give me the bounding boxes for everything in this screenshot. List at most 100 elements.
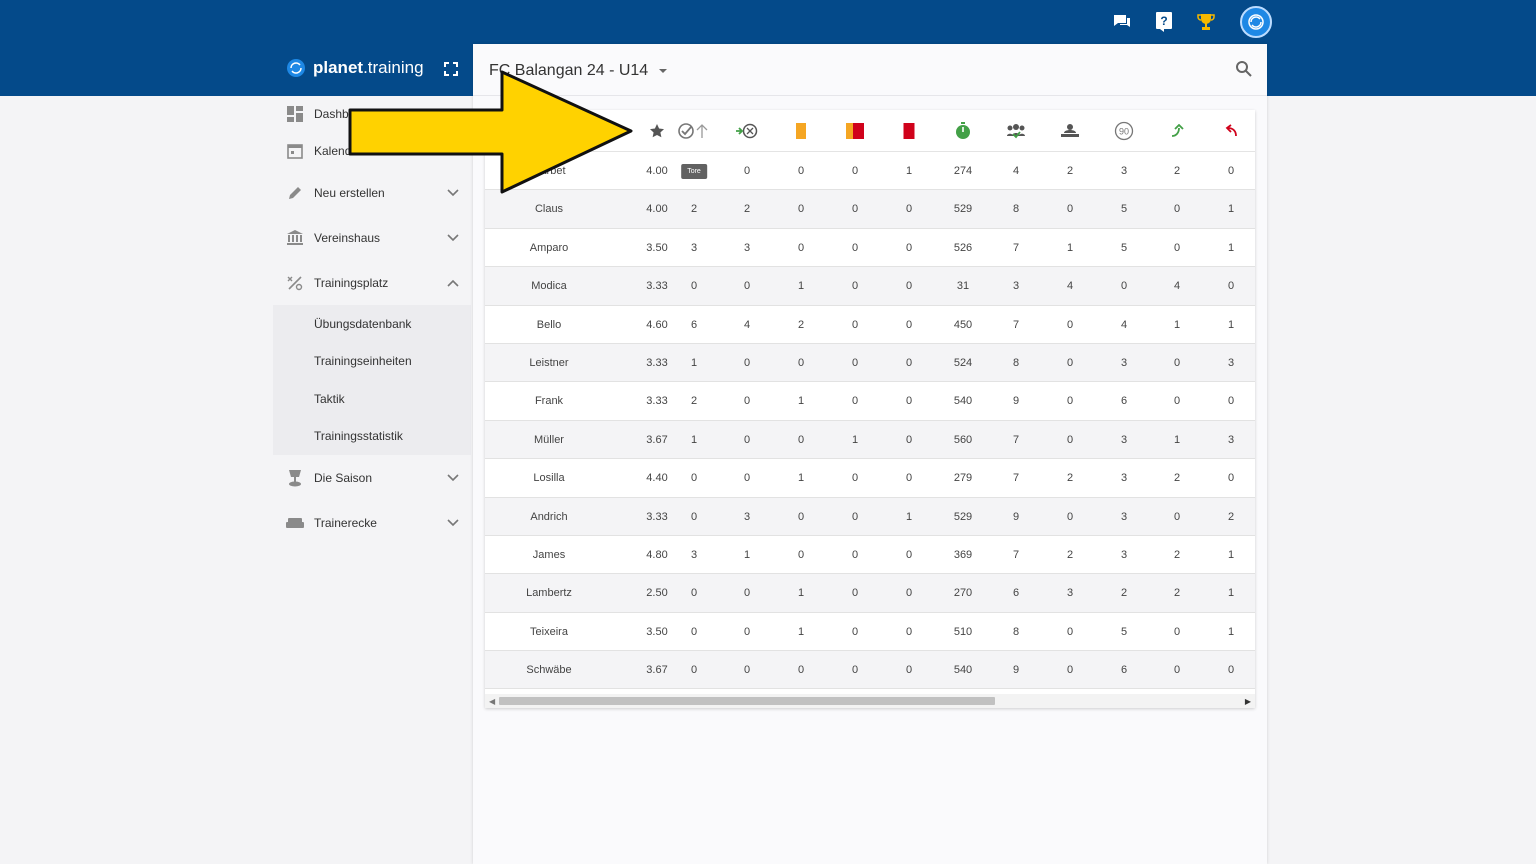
- player-name[interactable]: Schwäbe: [526, 664, 572, 677]
- sidebar-item-vereinshaus[interactable]: Vereinshaus: [273, 215, 471, 260]
- player-name[interactable]: Müller: [534, 433, 564, 446]
- minutes-icon[interactable]: [955, 110, 971, 152]
- cup-icon: [286, 469, 304, 487]
- table-row[interactable]: Losilla 4.40 0 0 1 0 0 279 7 2 3 2 0: [485, 459, 1255, 498]
- team-select[interactable]: FC Balangan 24 - U14: [489, 62, 668, 80]
- stat-cell: 1: [1227, 587, 1235, 600]
- player-name[interactable]: James: [532, 548, 566, 561]
- assists-icon[interactable]: [736, 110, 758, 152]
- stat-cell: 0: [743, 280, 751, 293]
- stat-cell: 1: [1227, 203, 1235, 216]
- chevron-up-icon[interactable]: [447, 276, 459, 290]
- stat-cell: 5: [1120, 203, 1128, 216]
- stat-cell: 0: [1173, 203, 1181, 216]
- stat-cell: 529: [953, 203, 973, 216]
- chevron-down-icon[interactable]: [447, 186, 459, 200]
- player-name[interactable]: Frank: [534, 395, 564, 408]
- player-name[interactable]: Leistner: [529, 356, 569, 369]
- player-name[interactable]: Modica: [531, 280, 567, 293]
- table-row[interactable]: Teixeira 3.50 0 0 1 0 0 510 8 0 5 0 1: [485, 613, 1255, 652]
- player-name[interactable]: Amparo: [529, 241, 569, 254]
- stat-cell: 2: [1173, 587, 1181, 600]
- yellow-arrow-annotation: [348, 70, 633, 194]
- games-icon[interactable]: [1006, 110, 1026, 152]
- yellow-card-icon[interactable]: [796, 110, 806, 152]
- stat-cell: 5: [1120, 241, 1128, 254]
- pencil-icon: [286, 184, 304, 202]
- stat-cell: 540: [953, 395, 973, 408]
- table-row[interactable]: Claus 4.00 2 2 0 0 0 529 8 0 5 0 1: [485, 190, 1255, 229]
- chevron-down-icon[interactable]: [447, 471, 459, 485]
- stat-cell: 3: [690, 241, 698, 254]
- stat-cell: 1: [1227, 548, 1235, 561]
- trophy-icon[interactable]: [1194, 8, 1218, 36]
- stat-cell: 0: [905, 280, 913, 293]
- table-row[interactable]: Müller 3.67 1 0 0 1 0 560 7 0 3 1 3: [485, 420, 1255, 460]
- fullscreen-icon[interactable]: [444, 62, 458, 81]
- stat-cell: 0: [743, 165, 751, 177]
- stat-cell: 0: [743, 625, 751, 638]
- sidebar-item-trainerecke[interactable]: Trainerecke: [273, 500, 471, 545]
- player-name[interactable]: Claus: [534, 203, 564, 216]
- stat-cell: 4.00: [646, 165, 668, 177]
- stat-cell: 3: [1012, 280, 1020, 293]
- avatar[interactable]: [1240, 6, 1272, 38]
- stat-cell: 3: [690, 548, 698, 561]
- rating-icon[interactable]: [649, 110, 665, 152]
- goals-icon[interactable]: [678, 110, 710, 152]
- table-row[interactable]: Modica 3.33 0 0 1 0 0 31 3 4 0 4 0: [485, 267, 1255, 306]
- player-name[interactable]: Bello: [536, 318, 562, 331]
- sidebar-item-label: Vereinshaus: [314, 230, 381, 245]
- stat-cell: 1: [797, 395, 805, 408]
- calendar-icon: [286, 142, 304, 160]
- sidebar-item-neu-erstellen[interactable]: Neu erstellen: [273, 170, 471, 215]
- sidebar-item-trainingsplatz[interactable]: Trainingsplatz: [273, 260, 471, 305]
- chevron-down-icon[interactable]: [447, 231, 459, 245]
- bench-icon[interactable]: [1061, 110, 1079, 152]
- sub-out-icon[interactable]: [1224, 110, 1238, 152]
- table-row[interactable]: Schwäbe 3.67 0 0 0 0 0 540 9 0 6 0 0: [485, 651, 1255, 690]
- chat-icon[interactable]: [1110, 8, 1134, 36]
- chevron-down-icon[interactable]: [447, 516, 459, 530]
- table-row[interactable]: Frank 3.33 2 0 1 0 0 540 9 0 6 0 0: [485, 382, 1255, 421]
- help-icon[interactable]: ?: [1152, 8, 1176, 36]
- sidebar-subitem[interactable]: Trainingseinheiten: [314, 354, 412, 369]
- sub-in-icon[interactable]: [1170, 110, 1184, 152]
- stat-cell: 0: [905, 395, 913, 408]
- stat-cell: 3: [1120, 165, 1128, 177]
- table-row[interactable]: James 4.80 3 1 0 0 0 369 7 2 3 2 1: [485, 536, 1255, 575]
- horizontal-scrollbar[interactable]: ◀ ▶: [485, 694, 1255, 708]
- sidebar-subitem[interactable]: Taktik: [314, 391, 345, 406]
- stat-cell: 1: [690, 433, 698, 446]
- stat-cell: 3.67: [646, 664, 668, 677]
- table-row[interactable]: Andrich 3.33 0 3 0 0 1 529 9 0 3 0 2: [485, 497, 1255, 536]
- sidebar-item-label: Neu erstellen: [314, 185, 385, 200]
- scroll-right-icon[interactable]: ▶: [1244, 697, 1251, 706]
- sidebar-subitem[interactable]: Trainingsstatistik: [314, 429, 403, 444]
- stat-cell: 524: [953, 356, 973, 369]
- player-name[interactable]: Losilla: [533, 472, 565, 485]
- search-icon[interactable]: [1235, 60, 1253, 83]
- brand-logo[interactable]: planet.training: [286, 58, 424, 78]
- stat-cell: 1: [905, 510, 913, 523]
- scroll-left-icon[interactable]: ◀: [489, 697, 496, 706]
- table-row[interactable]: Leistner 3.33 1 0 0 0 0 524 8 0 3 0 3: [485, 343, 1255, 383]
- scrollbar-thumb[interactable]: [499, 697, 995, 705]
- sidebar-item-die-saison[interactable]: Die Saison: [273, 455, 471, 500]
- team-name: FC Balangan 24 - U14: [489, 62, 649, 79]
- stat-cell: 0: [797, 664, 805, 677]
- stat-cell: 0: [905, 241, 913, 254]
- stat-cell: 4: [1173, 280, 1181, 293]
- table-row[interactable]: Amparo 3.50 3 3 0 0 0 526 7 1 5 0 1: [485, 229, 1255, 268]
- full-game-icon[interactable]: 90: [1114, 110, 1134, 152]
- table-row[interactable]: Bello 4.60 6 4 2 0 0 450 7 0 4 1 1: [485, 306, 1255, 344]
- table-row[interactable]: Lambertz 2.50 0 0 1 0 0 270 6 3 2 2 1: [485, 574, 1255, 613]
- stat-cell: 0: [1066, 203, 1074, 216]
- player-name[interactable]: Teixeira: [530, 625, 568, 638]
- player-name[interactable]: Andrich: [530, 510, 568, 523]
- yellow-red-card-icon[interactable]: [846, 110, 864, 152]
- table-body: Darbet4.00Tore000127442320Claus4.0022000…: [485, 152, 1255, 690]
- sidebar-subitem[interactable]: Übungsdatenbank: [314, 316, 412, 331]
- player-name[interactable]: Lambertz: [526, 587, 572, 600]
- red-card-icon[interactable]: [903, 110, 915, 152]
